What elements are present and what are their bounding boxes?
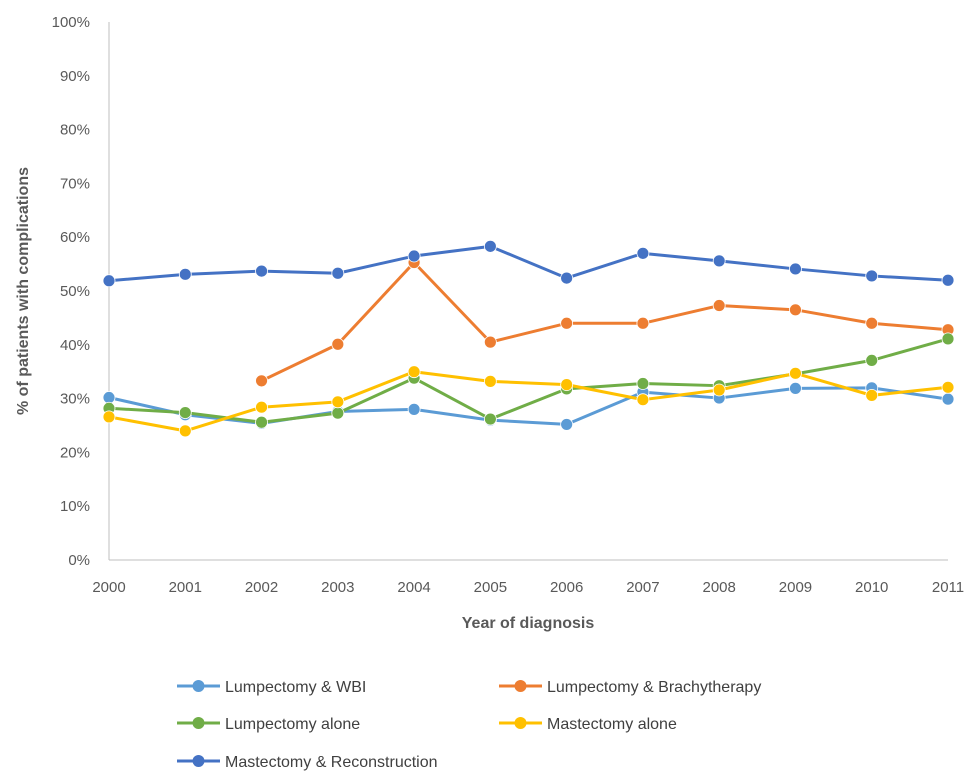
x-tick-label: 2003	[321, 579, 354, 596]
x-tick-label: 2006	[550, 579, 583, 596]
x-tick-label: 2005	[474, 579, 507, 596]
data-point	[178, 267, 192, 281]
legend-marker	[192, 755, 205, 767]
data-point	[636, 377, 650, 390]
y-tick-label: 30%	[60, 391, 90, 408]
data-point	[941, 380, 955, 394]
legend: Lumpectomy & WBI Lumpectomy & Brachythera…	[177, 679, 761, 771]
x-tick-label: 2008	[702, 579, 735, 596]
y-axis-title: % of patients with complications	[15, 167, 32, 415]
legend-item: Lumpectomy & WBI	[177, 679, 366, 696]
y-tick-label: 100%	[52, 14, 90, 31]
data-point	[636, 246, 650, 260]
x-tick-label: 2007	[626, 579, 659, 596]
series-1	[255, 256, 955, 388]
data-point	[255, 374, 268, 388]
data-point	[636, 316, 650, 330]
data-point	[789, 381, 802, 395]
x-tick-label: 2002	[245, 579, 278, 596]
x-axis: 2000 2001 2002 2003 2004 2005 2006 2007 2008 2009…	[92, 559, 964, 596]
series-0	[102, 381, 955, 431]
legend-label: Lumpectomy & Brachytherapy	[547, 679, 761, 696]
legend-label: Mastectomy & Reconstruction	[225, 754, 438, 771]
x-axis-title: Year of diagnosis	[462, 615, 595, 632]
data-point	[331, 266, 345, 280]
legend-item: Mastectomy alone	[499, 716, 677, 733]
data-point	[178, 406, 192, 419]
data-point	[865, 316, 879, 330]
series-2	[102, 332, 955, 429]
data-point	[178, 424, 192, 438]
data-point	[712, 383, 726, 397]
y-tick-label: 90%	[60, 68, 90, 85]
y-tick-label: 10%	[60, 498, 90, 515]
series-line	[260, 260, 949, 383]
data-point	[407, 365, 421, 379]
legend-item: Lumpectomy alone	[177, 716, 360, 733]
y-tick-label: 60%	[60, 229, 90, 246]
data-point	[636, 393, 650, 407]
data-point	[789, 262, 802, 276]
data-point	[331, 406, 345, 420]
series-line	[108, 370, 949, 433]
data-point	[483, 412, 497, 426]
y-tick-label: 50%	[60, 283, 90, 300]
data-point	[865, 269, 879, 283]
data-point	[483, 374, 497, 388]
data-point	[255, 264, 268, 278]
data-point	[407, 402, 421, 416]
data-point	[331, 337, 345, 351]
y-tick-label: 0%	[68, 552, 90, 569]
series-line	[108, 337, 949, 424]
y-tick-label: 40%	[60, 337, 90, 354]
legend-marker	[514, 717, 527, 729]
legend-label: Lumpectomy alone	[225, 716, 360, 733]
legend-marker	[514, 680, 527, 692]
legend-item: Lumpectomy & Brachytherapy	[499, 679, 761, 696]
data-point	[255, 415, 268, 429]
series-line	[108, 244, 949, 283]
data-point	[102, 391, 116, 404]
y-axis: 0% 10% 20% 30% 40% 50% 60% 70% 80% 90% 100%	[52, 14, 110, 569]
data-point	[941, 392, 955, 406]
data-point	[865, 388, 879, 402]
data-point	[789, 303, 802, 317]
data-point	[560, 271, 574, 285]
x-tick-label: 2000	[92, 579, 125, 596]
data-point	[255, 400, 268, 414]
data-point	[941, 332, 955, 346]
legend-label: Lumpectomy & WBI	[225, 679, 366, 696]
data-point	[407, 249, 421, 263]
legend-marker	[192, 680, 205, 692]
x-tick-label: 2010	[855, 579, 888, 596]
x-tick-label: 2001	[169, 579, 202, 596]
y-tick-label: 80%	[60, 122, 90, 139]
y-tick-label: 20%	[60, 444, 90, 461]
data-point	[712, 299, 726, 312]
data-point	[560, 418, 574, 431]
data-point	[560, 378, 574, 392]
series-layer	[102, 239, 955, 438]
data-point	[560, 316, 574, 330]
data-point	[483, 335, 497, 349]
data-point	[789, 366, 802, 380]
x-tick-label: 2004	[397, 579, 430, 596]
y-tick-label: 70%	[60, 175, 90, 192]
data-point	[102, 274, 116, 288]
x-tick-label: 2009	[779, 579, 812, 596]
data-point	[712, 254, 726, 268]
legend-label: Mastectomy alone	[547, 716, 677, 733]
data-point	[331, 395, 345, 409]
legend-marker	[192, 717, 205, 729]
data-point	[102, 410, 116, 424]
x-tick-label: 2011	[932, 579, 964, 596]
data-point	[483, 239, 497, 253]
legend-item: Mastectomy & Reconstruction	[177, 754, 438, 771]
series-3	[102, 365, 955, 438]
data-point	[865, 354, 879, 367]
series-4	[102, 239, 955, 288]
data-point	[941, 273, 955, 287]
